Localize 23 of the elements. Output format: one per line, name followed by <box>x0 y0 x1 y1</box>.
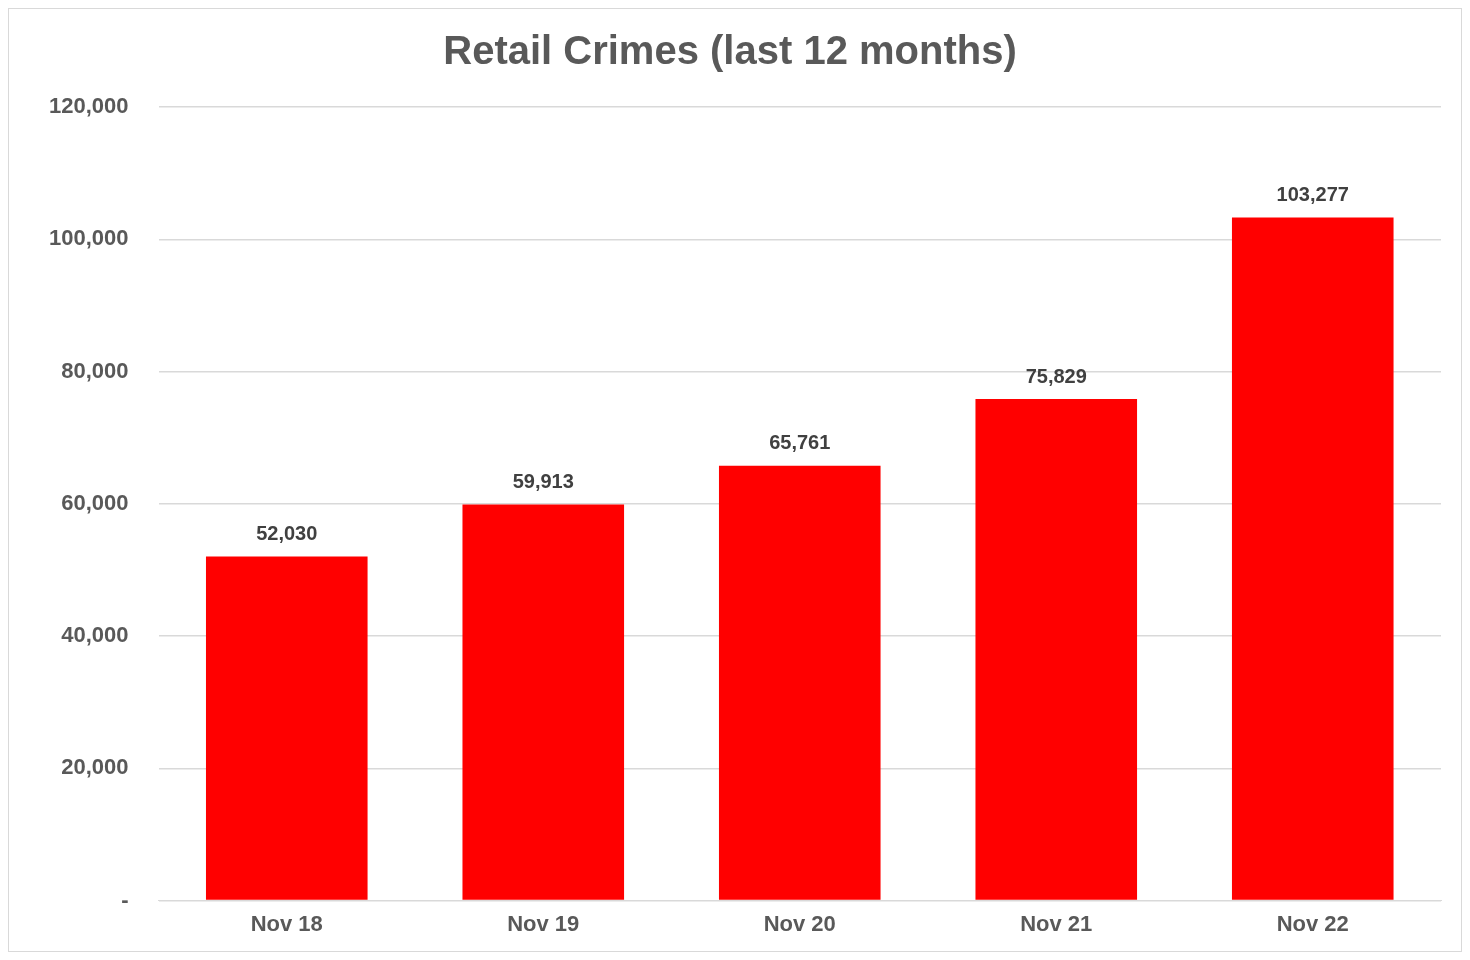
x-tick-label: Nov 20 <box>763 910 836 936</box>
bar <box>205 556 368 900</box>
y-tick-label: 80,000 <box>61 357 129 383</box>
x-tick-label: Nov 18 <box>250 910 323 936</box>
bar <box>1231 217 1394 900</box>
y-tick-label: 60,000 <box>61 489 129 515</box>
bar <box>462 504 625 900</box>
data-label: 65,761 <box>769 431 831 454</box>
x-tick-label: Nov 21 <box>1020 910 1093 936</box>
y-tick-label: 120,000 <box>48 93 129 119</box>
data-label: 75,829 <box>1025 364 1087 387</box>
y-tick-label: 20,000 <box>61 754 129 780</box>
y-tick-label: 100,000 <box>48 225 129 251</box>
x-tick-label: Nov 22 <box>1276 910 1349 936</box>
bar <box>718 465 881 900</box>
data-label: 52,030 <box>256 522 318 545</box>
y-tick-label: - <box>121 886 129 912</box>
data-label: 59,913 <box>512 469 574 492</box>
data-label: 103,277 <box>1276 183 1349 206</box>
chart-title: Retail Crimes (last 12 months) <box>443 28 1017 73</box>
x-tick-label: Nov 19 <box>507 910 580 936</box>
bar <box>975 399 1138 900</box>
y-tick-label: 40,000 <box>61 622 129 648</box>
